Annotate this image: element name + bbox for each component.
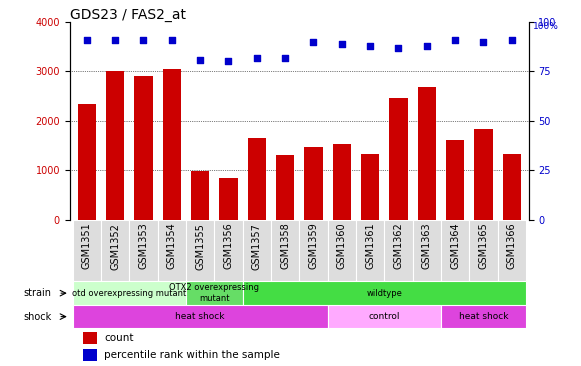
Bar	[384, 220, 413, 281]
Point	[365, 43, 375, 49]
Text: GSM1352: GSM1352	[110, 223, 120, 270]
Bar	[441, 305, 526, 328]
Text: count: count	[104, 333, 134, 343]
Bar	[73, 220, 101, 281]
Point	[139, 37, 148, 43]
Bar	[503, 154, 521, 220]
Point	[224, 59, 233, 64]
Text: GSM1363: GSM1363	[422, 223, 432, 269]
Text: 100%: 100%	[533, 22, 559, 31]
Point	[110, 37, 120, 43]
Text: GSM1364: GSM1364	[450, 223, 460, 269]
Bar	[361, 154, 379, 220]
Bar	[328, 305, 441, 328]
Text: shock: shock	[23, 311, 51, 322]
Bar	[299, 220, 328, 281]
Point	[281, 55, 290, 60]
Point	[82, 37, 91, 43]
Text: control: control	[368, 312, 400, 321]
Text: GSM1356: GSM1356	[223, 223, 234, 269]
Text: wildtype: wildtype	[366, 289, 402, 298]
Text: GSM1353: GSM1353	[138, 223, 148, 269]
Text: OTX2 overexpressing
mutant: OTX2 overexpressing mutant	[169, 283, 259, 303]
Bar	[101, 220, 129, 281]
Bar	[389, 98, 408, 220]
Text: percentile rank within the sample: percentile rank within the sample	[104, 350, 280, 360]
Bar	[106, 71, 124, 220]
Bar	[134, 76, 153, 220]
Text: heat shock: heat shock	[458, 312, 508, 321]
Bar	[332, 144, 351, 220]
Bar	[157, 220, 186, 281]
Bar	[163, 69, 181, 220]
Text: GSM1357: GSM1357	[252, 223, 261, 270]
Point	[252, 55, 261, 60]
Bar	[77, 104, 96, 220]
Bar	[73, 305, 328, 328]
Text: GSM1362: GSM1362	[393, 223, 403, 269]
Text: GSM1355: GSM1355	[195, 223, 205, 270]
Bar	[186, 220, 214, 281]
Bar	[84, 349, 97, 361]
Bar	[214, 220, 242, 281]
Text: heat shock: heat shock	[175, 312, 225, 321]
Text: GSM1365: GSM1365	[478, 223, 489, 269]
Point	[337, 41, 346, 46]
Bar	[219, 178, 238, 220]
Text: GSM1354: GSM1354	[167, 223, 177, 269]
Text: strain: strain	[23, 288, 51, 298]
Point	[422, 43, 431, 49]
Text: GSM1361: GSM1361	[365, 223, 375, 269]
Bar	[497, 220, 526, 281]
Bar	[276, 155, 294, 220]
Text: otd overexpressing mutant: otd overexpressing mutant	[72, 289, 187, 298]
Point	[507, 37, 517, 43]
Text: GSM1359: GSM1359	[309, 223, 318, 269]
Bar	[446, 139, 464, 220]
Bar	[469, 220, 497, 281]
Bar	[242, 220, 271, 281]
Text: GSM1351: GSM1351	[82, 223, 92, 269]
Bar	[441, 220, 469, 281]
Bar	[84, 332, 97, 344]
Bar	[328, 220, 356, 281]
Bar	[191, 171, 209, 220]
Bar	[304, 147, 322, 220]
Text: GSM1360: GSM1360	[337, 223, 347, 269]
Text: GSM1358: GSM1358	[280, 223, 290, 269]
Point	[450, 37, 460, 43]
Point	[394, 45, 403, 51]
Bar	[474, 129, 493, 220]
Bar	[186, 281, 242, 305]
Text: GDS23 / FAS2_at: GDS23 / FAS2_at	[70, 8, 186, 22]
Bar	[271, 220, 299, 281]
Point	[195, 57, 205, 63]
Bar	[248, 138, 266, 220]
Bar	[129, 220, 157, 281]
Bar	[242, 281, 526, 305]
Bar	[413, 220, 441, 281]
Point	[479, 39, 488, 45]
Text: GSM1366: GSM1366	[507, 223, 517, 269]
Bar	[418, 87, 436, 220]
Point	[167, 37, 177, 43]
Bar	[73, 281, 186, 305]
Point	[309, 39, 318, 45]
Bar	[356, 220, 384, 281]
